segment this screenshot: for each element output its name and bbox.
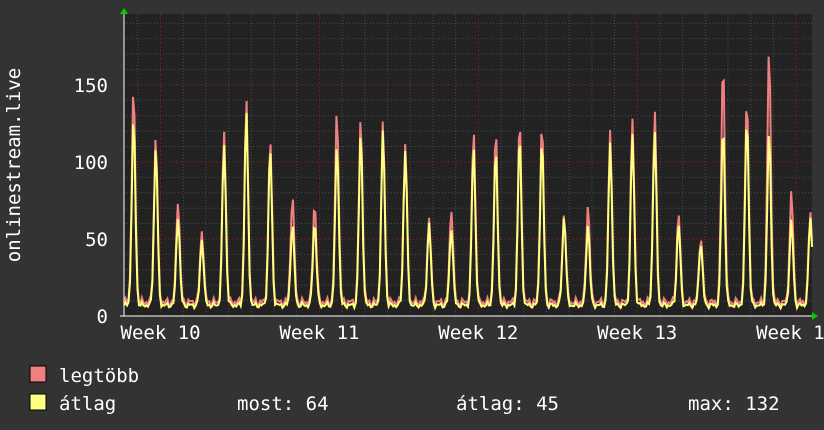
legend-item-avg: átlag	[29, 393, 116, 415]
grid-layer	[124, 14, 812, 316]
legend: legtöbb átlag most: 64 átlag: 45 max: 13…	[29, 365, 780, 415]
plot-area	[124, 14, 812, 316]
legend-swatch-avg	[29, 393, 47, 411]
legend-label-avg: átlag	[59, 393, 116, 415]
legend-label-max: legtöbb	[59, 365, 139, 387]
x-tick-label: Week 10	[121, 322, 201, 344]
x-tick-label: Week 14	[756, 322, 824, 344]
y-tick-label: 100	[74, 152, 108, 174]
y-axis-arrow-icon	[120, 8, 128, 14]
y-tick-label: 150	[74, 75, 108, 97]
stat-max: max: 132	[688, 393, 780, 415]
y-axis-label: onlinestream.live	[3, 68, 25, 262]
legend-item-max: legtöbb	[29, 365, 139, 387]
x-tick-label: Week 13	[597, 322, 677, 344]
y-tick-label: 0	[97, 306, 108, 328]
legend-swatch-max	[29, 365, 47, 383]
series-layer	[123, 56, 813, 311]
axis-layer	[120, 8, 818, 320]
y-tick-label: 50	[85, 229, 108, 251]
series-line-avg	[123, 112, 813, 311]
x-axis-arrow-icon	[812, 312, 818, 320]
x-tick-label: Week 12	[438, 322, 518, 344]
y-tick-labels: 0 50 100 150	[74, 75, 108, 328]
stat-now: most: 64	[237, 393, 329, 415]
stat-average: átlag: 45	[456, 393, 559, 415]
x-tick-label: Week 11	[279, 322, 359, 344]
x-tick-labels: Week 10 Week 11 Week 12 Week 13 Week 14	[121, 322, 824, 344]
